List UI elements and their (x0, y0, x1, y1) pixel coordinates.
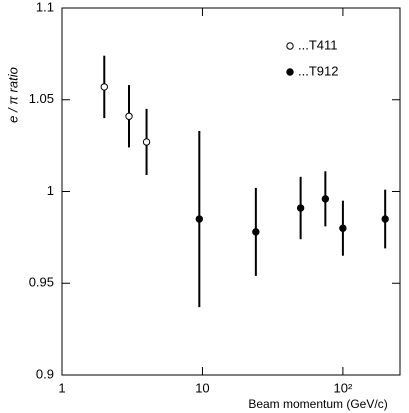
y-tick-label: 0.95 (29, 275, 54, 290)
x-tick-label: 10 (195, 380, 209, 395)
x-tick-label: 1 (58, 380, 65, 395)
plot-frame (61, 7, 401, 376)
x-axis-label: Beam momentum (GeV/c) (248, 397, 387, 411)
y-tick-label: 1 (47, 183, 54, 198)
legend-label: ...T912 (298, 63, 338, 78)
y-axis-label: e / π ratio (5, 67, 20, 123)
data-point (381, 215, 389, 223)
y-tick-label: 1.1 (36, 0, 54, 14)
y-tick-label: 0.9 (36, 366, 54, 381)
data-point (296, 204, 305, 212)
data-point (252, 228, 260, 236)
data-point (339, 224, 347, 232)
legend-label: ...T411 (298, 37, 338, 52)
y-tick-label: 1.05 (29, 91, 54, 106)
data-point (195, 215, 204, 223)
x-tick-label: 10² (334, 380, 353, 395)
data-point (125, 112, 133, 120)
legend-marker (286, 42, 294, 50)
data-point (100, 83, 108, 91)
data-point (321, 195, 330, 203)
legend-marker (286, 68, 294, 76)
data-point (142, 138, 151, 146)
